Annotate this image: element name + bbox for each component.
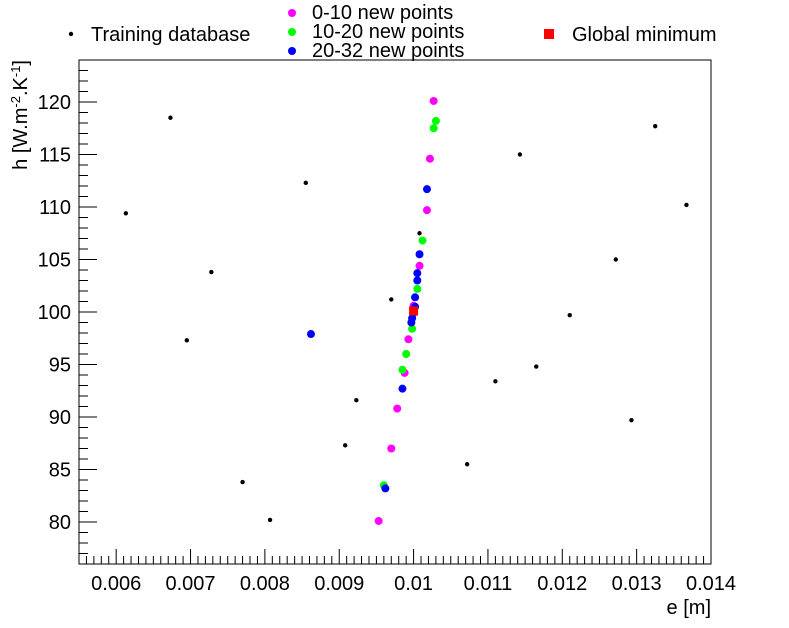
training-point <box>184 338 190 343</box>
x-axis-title: e [m] <box>667 597 711 619</box>
training-point <box>354 398 359 403</box>
training-point <box>417 231 422 236</box>
new-point <box>415 250 424 259</box>
plot-frame <box>78 59 712 565</box>
x-tick-label: 0.007 <box>165 573 215 595</box>
y-tick-label: 80 <box>49 512 71 534</box>
x-tick-label: 0.011 <box>464 573 513 595</box>
new-point <box>418 236 427 245</box>
new-point <box>413 284 422 293</box>
new-point <box>413 269 422 278</box>
legend-marker <box>544 29 554 39</box>
y-tick-label: 120 <box>38 92 71 114</box>
x-tick-label: 0.006 <box>91 573 141 595</box>
new-point <box>422 185 431 194</box>
training-point <box>342 443 348 448</box>
training-point <box>464 462 470 467</box>
new-point <box>429 96 438 105</box>
training-point <box>209 269 214 275</box>
training-point <box>303 180 308 186</box>
legend-label: 10-20 new points <box>312 21 464 43</box>
legend-label: 0-10 new points <box>312 2 453 24</box>
plot-border <box>78 59 712 565</box>
training-point <box>123 211 129 216</box>
y-tick-label: 90 <box>49 407 71 429</box>
x-axis: 0.006 0.007 0.008 0.009 0.01 0.011 0.012 0.013 0… <box>78 549 736 595</box>
new-point <box>408 324 417 333</box>
data-points <box>123 96 689 525</box>
x-tick-label: 0.008 <box>240 573 290 595</box>
new-point <box>306 330 315 339</box>
y-tick-label: 100 <box>38 302 71 324</box>
training-point <box>629 417 634 423</box>
new-point <box>381 484 390 493</box>
training-point <box>168 115 173 120</box>
y-tick-label: 105 <box>38 250 71 272</box>
training-point <box>267 517 273 523</box>
new-point <box>425 154 434 163</box>
x-tick-label: 0.009 <box>314 573 364 595</box>
new-point <box>398 384 407 393</box>
legend-marker <box>288 28 296 36</box>
new-point <box>374 516 383 525</box>
y-tick-label: 115 <box>39 145 71 167</box>
new-point <box>404 335 413 344</box>
global-minimum-point <box>409 306 419 316</box>
x-tick-label: 0.01 <box>394 573 433 595</box>
y-tick-label: 95 <box>49 355 71 377</box>
new-point <box>422 206 431 215</box>
training-point <box>389 297 394 302</box>
training-point <box>684 202 689 208</box>
new-point <box>411 293 420 302</box>
x-tick-label: 0.013 <box>612 573 662 595</box>
new-point <box>407 318 416 327</box>
training-point <box>613 257 619 262</box>
legend-marker <box>288 9 296 17</box>
legend-label: 20-32 new points <box>312 40 464 62</box>
new-point <box>415 261 424 270</box>
x-tick-label: 0.014 <box>686 573 736 595</box>
y-axis-title: h [W.m-2.K-1] <box>8 60 33 170</box>
y-tick-label: 110 <box>39 197 71 219</box>
new-point <box>431 116 440 125</box>
new-point <box>413 276 422 285</box>
legend-marker <box>68 31 74 37</box>
legend-marker <box>288 47 296 55</box>
training-point <box>240 479 245 485</box>
legend-label: Training database <box>91 24 250 46</box>
new-point <box>429 124 438 133</box>
training-point <box>493 379 498 384</box>
y-tick-label: 85 <box>49 460 71 482</box>
x-tick-label: 0.012 <box>537 573 587 595</box>
training-point <box>567 312 572 318</box>
new-point <box>387 444 396 453</box>
training-point <box>653 123 658 129</box>
training-point <box>517 152 523 157</box>
y-axis: 80 85 90 95 100 105 110 115 120 <box>38 59 97 565</box>
legend-label: Global minimum <box>572 24 716 46</box>
new-point <box>393 404 402 413</box>
new-point <box>402 350 411 358</box>
training-point <box>534 364 539 369</box>
new-point <box>398 365 407 374</box>
